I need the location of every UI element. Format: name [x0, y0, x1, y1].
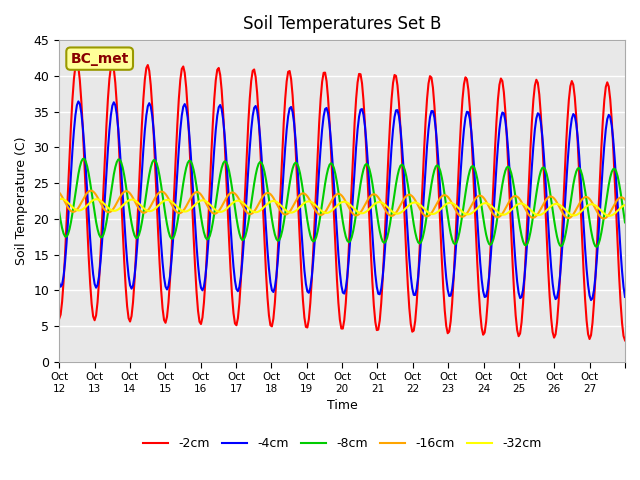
- -16cm: [55, 190, 63, 195]
- -8cm: [74, 171, 82, 177]
- Text: BC_met: BC_met: [70, 52, 129, 66]
- -16cm: [600, 216, 608, 221]
- Legend: -2cm, -4cm, -8cm, -16cm, -32cm: -2cm, -4cm, -8cm, -16cm, -32cm: [138, 432, 547, 456]
- -2cm: [93, 299, 101, 305]
- Line: -16cm: -16cm: [59, 191, 625, 218]
- -4cm: [76, 101, 84, 107]
- -32cm: [76, 207, 84, 213]
- -16cm: [86, 188, 94, 193]
- -2cm: [348, 181, 355, 187]
- -8cm: [545, 178, 552, 184]
- -2cm: [55, 316, 63, 322]
- Line: -2cm: -2cm: [59, 62, 625, 340]
- -32cm: [621, 202, 629, 208]
- -32cm: [348, 204, 355, 209]
- -32cm: [620, 203, 627, 208]
- -4cm: [74, 98, 82, 104]
- -2cm: [621, 337, 629, 343]
- -16cm: [348, 209, 355, 215]
- Y-axis label: Soil Temperature (C): Soil Temperature (C): [15, 137, 28, 265]
- Line: -8cm: -8cm: [59, 159, 625, 247]
- -4cm: [587, 297, 595, 303]
- Title: Soil Temperatures Set B: Soil Temperatures Set B: [243, 15, 441, 33]
- -32cm: [55, 196, 63, 202]
- -2cm: [545, 266, 552, 272]
- -8cm: [460, 201, 468, 206]
- -4cm: [348, 214, 355, 219]
- -32cm: [460, 210, 468, 216]
- -32cm: [93, 196, 101, 202]
- -16cm: [620, 195, 627, 201]
- -8cm: [93, 227, 101, 232]
- -8cm: [593, 244, 601, 250]
- -16cm: [621, 197, 629, 203]
- -16cm: [460, 214, 468, 219]
- -2cm: [76, 77, 84, 83]
- -2cm: [618, 320, 626, 326]
- -4cm: [545, 221, 552, 227]
- -2cm: [73, 60, 81, 65]
- -16cm: [545, 194, 552, 200]
- -4cm: [93, 282, 101, 288]
- X-axis label: Time: Time: [326, 399, 358, 412]
- -4cm: [620, 284, 627, 289]
- -32cm: [605, 213, 612, 219]
- Line: -32cm: -32cm: [59, 199, 625, 216]
- -32cm: [545, 206, 552, 212]
- -16cm: [74, 205, 82, 211]
- -8cm: [55, 209, 63, 215]
- -4cm: [460, 126, 468, 132]
- -16cm: [93, 194, 101, 200]
- -4cm: [621, 294, 629, 300]
- -4cm: [55, 280, 63, 286]
- -8cm: [621, 219, 629, 225]
- -32cm: [57, 196, 65, 202]
- -8cm: [81, 156, 88, 162]
- -2cm: [460, 81, 468, 87]
- -8cm: [348, 234, 355, 240]
- -8cm: [620, 209, 627, 215]
- Line: -4cm: -4cm: [59, 101, 625, 300]
